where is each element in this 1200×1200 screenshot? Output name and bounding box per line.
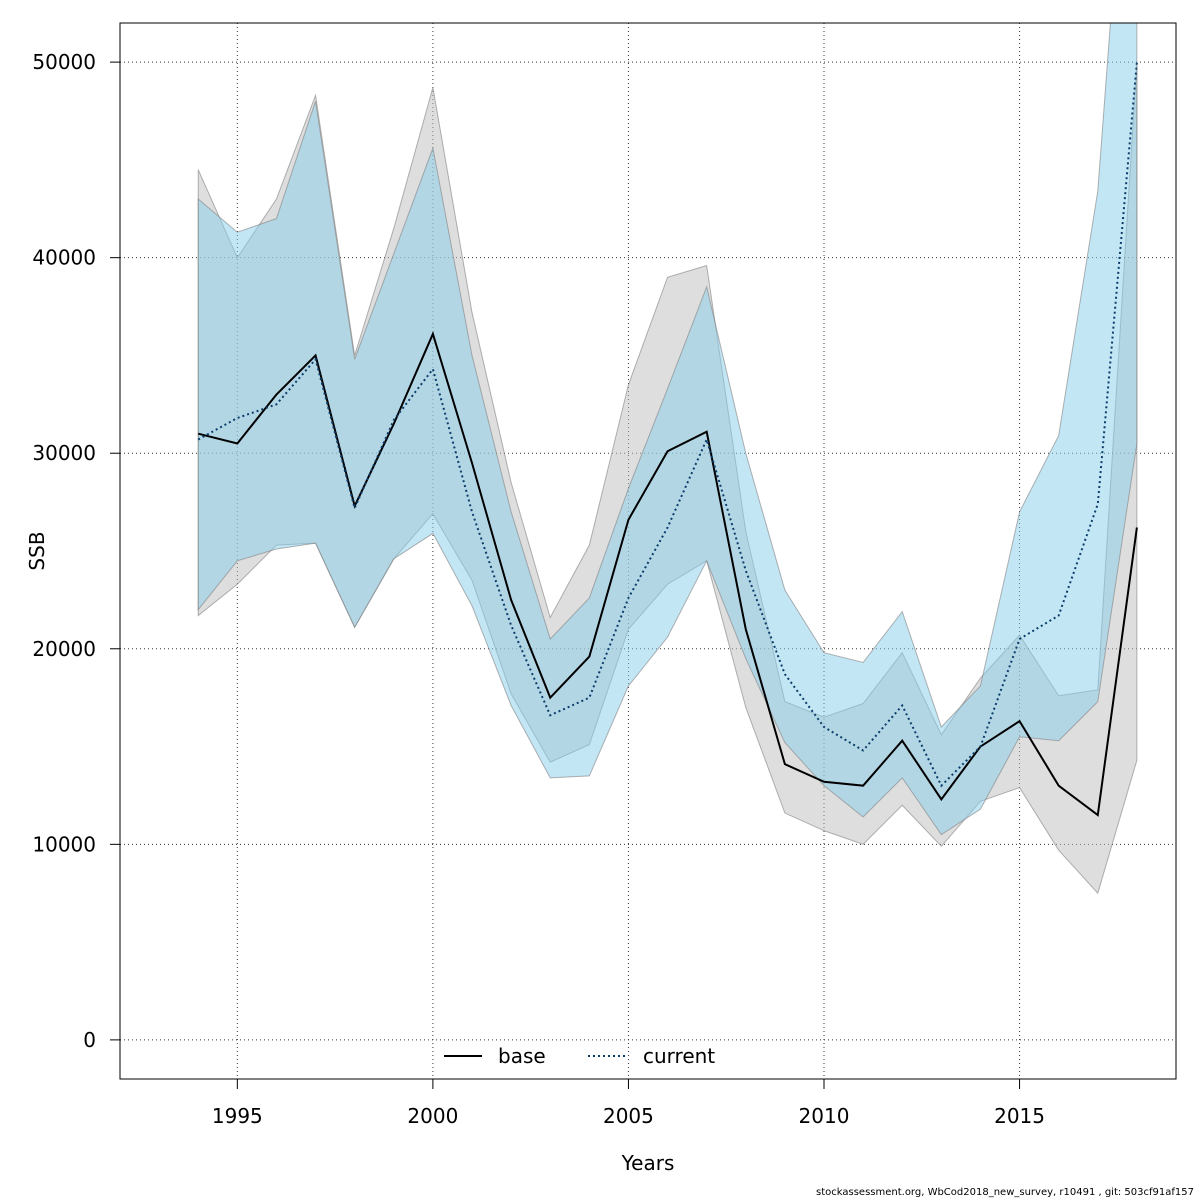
y-tick-label: 30000 <box>32 441 96 465</box>
y-axis-ticks: 0 10000 20000 30000 40000 50000 <box>32 50 120 1052</box>
x-tick-label: 2005 <box>603 1104 654 1128</box>
legend-current-label: current <box>643 1044 715 1068</box>
legend: base current <box>444 1044 715 1068</box>
y-tick-label: 40000 <box>32 246 96 270</box>
current-confidence-band <box>197 23 1138 836</box>
y-axis-title: SSB <box>25 531 49 570</box>
y-tick-label: 50000 <box>32 50 96 74</box>
current-series-line <box>197 62 1138 788</box>
x-axis-title: Years <box>621 1151 675 1175</box>
x-axis-ticks: 1995 2000 2005 2010 2015 <box>212 1079 1045 1128</box>
x-tick-label: 2000 <box>407 1104 458 1128</box>
x-tick-label: 1995 <box>212 1104 263 1128</box>
legend-base-label: base <box>498 1044 546 1068</box>
y-tick-label: 20000 <box>32 637 96 661</box>
confidence-bands <box>197 23 1138 895</box>
plot-frame <box>119 22 1177 1080</box>
series-lines <box>197 62 1138 817</box>
x-tick-label: 2015 <box>994 1104 1045 1128</box>
footer-note: stockassessment.org, WbCod2018_new_surve… <box>816 1187 1194 1198</box>
y-tick-label: 0 <box>83 1028 96 1052</box>
y-tick-label: 10000 <box>32 832 96 856</box>
x-tick-label: 2010 <box>799 1104 850 1128</box>
